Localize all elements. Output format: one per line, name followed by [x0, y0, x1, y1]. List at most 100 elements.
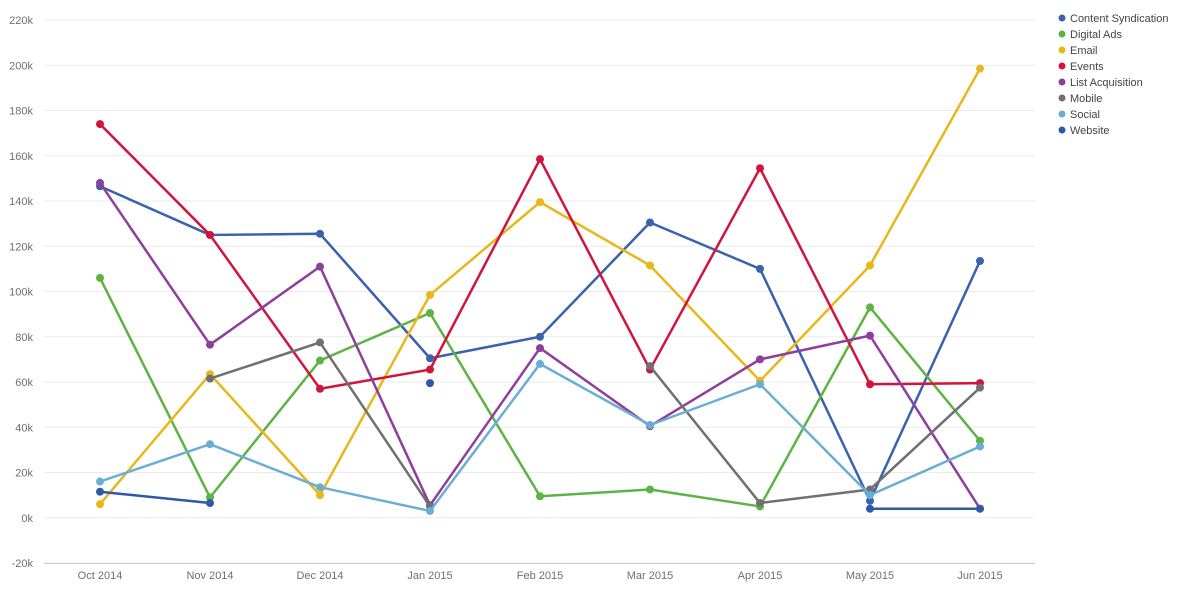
- legend-marker: [1058, 126, 1066, 134]
- legend-item[interactable]: Events: [1058, 61, 1105, 73]
- legend-label: Website: [1070, 125, 1110, 137]
- legend-label: Mobile: [1070, 93, 1102, 105]
- data-point[interactable]: [866, 491, 874, 500]
- legend-item[interactable]: Website: [1058, 125, 1110, 137]
- data-point[interactable]: [866, 261, 874, 270]
- data-point[interactable]: [646, 485, 654, 494]
- data-point[interactable]: [976, 504, 984, 513]
- legend-item[interactable]: Email: [1058, 45, 1098, 57]
- data-point[interactable]: [646, 362, 654, 371]
- data-point[interactable]: [536, 332, 544, 341]
- data-point[interactable]: [206, 499, 214, 508]
- data-point[interactable]: [976, 64, 984, 73]
- x-tick-label: Mar 2015: [627, 570, 673, 582]
- series-line: [648, 364, 982, 505]
- series-email: [96, 64, 984, 509]
- data-point[interactable]: [96, 477, 104, 486]
- legend-marker: [1058, 14, 1066, 22]
- data-point[interactable]: [426, 506, 434, 515]
- data-point[interactable]: [206, 493, 214, 502]
- legend-item[interactable]: List Acquisition: [1058, 77, 1143, 89]
- legend-label: List Acquisition: [1070, 77, 1143, 89]
- data-point[interactable]: [426, 354, 434, 363]
- data-point[interactable]: [756, 380, 764, 389]
- data-point[interactable]: [866, 496, 874, 505]
- data-point[interactable]: [646, 261, 654, 270]
- data-point[interactable]: [206, 440, 214, 449]
- series-layer: [96, 64, 984, 515]
- data-point[interactable]: [316, 356, 324, 365]
- legend-item[interactable]: Digital Ads: [1058, 29, 1123, 41]
- data-point[interactable]: [536, 492, 544, 501]
- data-point[interactable]: [426, 308, 434, 317]
- data-point[interactable]: [536, 155, 544, 164]
- data-point[interactable]: [866, 504, 874, 513]
- data-point[interactable]: [206, 340, 214, 349]
- data-point[interactable]: [426, 365, 434, 374]
- data-point[interactable]: [756, 355, 764, 364]
- data-point[interactable]: [866, 331, 874, 340]
- series-mobile: [206, 338, 984, 511]
- data-point[interactable]: [96, 120, 104, 129]
- x-tick-label: Jan 2015: [407, 570, 452, 582]
- data-point[interactable]: [206, 230, 214, 239]
- data-point[interactable]: [426, 379, 434, 388]
- data-point[interactable]: [756, 264, 764, 273]
- x-tick-label: Nov 2014: [186, 570, 233, 582]
- data-point[interactable]: [976, 256, 984, 265]
- data-point[interactable]: [976, 442, 984, 451]
- x-tick-label: Oct 2014: [78, 570, 123, 582]
- legend-label: Email: [1070, 45, 1098, 57]
- axis-layer: -20k 0k 20k 40k 60k 80k 100k 120k 140k 160k 180k 20…: [9, 15, 1035, 582]
- y-tick-label: 80k: [15, 332, 33, 344]
- data-point[interactable]: [866, 303, 874, 312]
- data-point[interactable]: [96, 500, 104, 509]
- legend-label: Events: [1070, 61, 1104, 73]
- data-point[interactable]: [646, 420, 654, 429]
- y-tick-label: -20k: [12, 558, 34, 570]
- data-point[interactable]: [426, 290, 434, 299]
- y-tick-label: 100k: [9, 287, 33, 299]
- data-point[interactable]: [536, 344, 544, 353]
- x-tick-label: Jun 2015: [957, 570, 1002, 582]
- data-point[interactable]: [316, 491, 324, 500]
- series-line: [98, 67, 982, 506]
- data-point[interactable]: [536, 198, 544, 207]
- series-website: [96, 379, 984, 513]
- data-point[interactable]: [756, 164, 764, 173]
- legend-label: Social: [1070, 109, 1100, 121]
- y-tick-label: 40k: [15, 422, 33, 434]
- y-tick-label: 140k: [9, 196, 33, 208]
- legend-item[interactable]: Content Syndication: [1058, 13, 1169, 25]
- x-tick-label: Apr 2015: [738, 570, 783, 582]
- data-point[interactable]: [316, 483, 324, 492]
- legend-item[interactable]: Social: [1058, 109, 1100, 121]
- legend-marker: [1058, 78, 1066, 86]
- data-point[interactable]: [976, 383, 984, 392]
- data-point[interactable]: [316, 229, 324, 238]
- data-point[interactable]: [866, 380, 874, 389]
- data-point[interactable]: [316, 338, 324, 347]
- y-tick-label: 0k: [21, 513, 33, 525]
- y-tick-label: 60k: [15, 377, 33, 389]
- y-tick-label: 220k: [9, 15, 33, 27]
- legend-marker: [1058, 46, 1066, 54]
- series-line: [208, 341, 432, 508]
- data-point[interactable]: [536, 359, 544, 368]
- data-point[interactable]: [756, 499, 764, 508]
- data-point[interactable]: [316, 262, 324, 271]
- legend-item[interactable]: Mobile: [1058, 93, 1103, 105]
- legend-label: Digital Ads: [1070, 29, 1122, 41]
- legend-marker: [1058, 62, 1066, 70]
- data-point[interactable]: [96, 487, 104, 496]
- data-point[interactable]: [646, 218, 654, 227]
- y-tick-label: 160k: [9, 151, 33, 163]
- data-point[interactable]: [96, 273, 104, 282]
- data-point[interactable]: [206, 374, 214, 383]
- data-point[interactable]: [976, 436, 984, 445]
- y-tick-label: 200k: [9, 60, 33, 72]
- data-point[interactable]: [96, 178, 104, 187]
- data-point[interactable]: [316, 384, 324, 393]
